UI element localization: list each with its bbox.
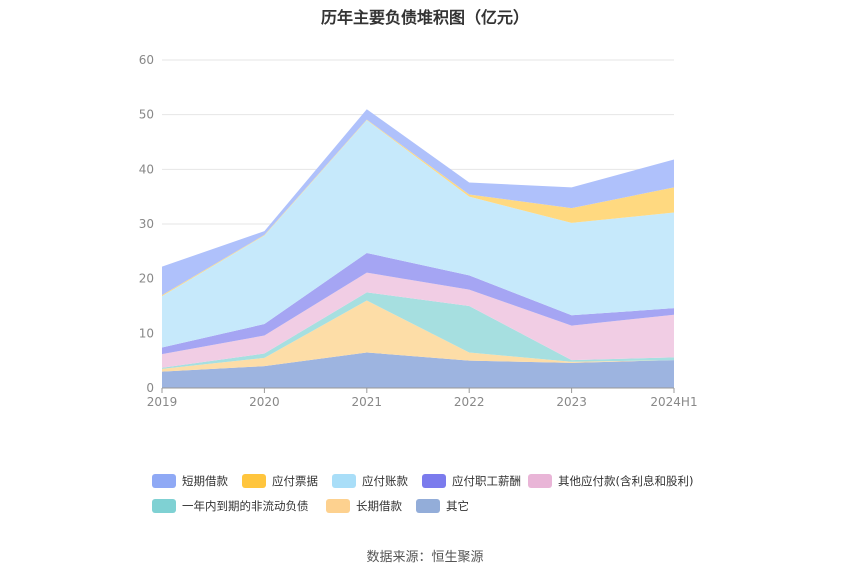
legend-item[interactable]: 一年内到期的非流动负债 xyxy=(152,498,309,514)
legend-item[interactable]: 应付账款 xyxy=(332,473,408,489)
area-series-5 xyxy=(162,120,674,348)
legend-item[interactable]: 短期借款 xyxy=(152,473,228,489)
y-tick-label: 60 xyxy=(139,53,154,67)
legend-swatch xyxy=(416,499,440,513)
legend-label: 应付账款 xyxy=(362,474,408,488)
legend-label: 长期借款 xyxy=(356,499,402,513)
x-tick-label: 2019 xyxy=(147,395,178,409)
area-series-0 xyxy=(162,352,674,388)
legend-item[interactable]: 应付票据 xyxy=(242,473,318,489)
legend-label: 一年内到期的非流动负债 xyxy=(182,499,309,513)
legend-swatch xyxy=(152,499,176,513)
area-series-7 xyxy=(162,109,674,296)
x-tick-label: 2023 xyxy=(556,395,587,409)
legend-swatch xyxy=(332,474,356,488)
area-series-2 xyxy=(162,292,674,369)
legend-label: 应付票据 xyxy=(272,474,318,488)
y-tick-label: 50 xyxy=(139,108,154,122)
y-tick-label: 20 xyxy=(139,272,154,286)
legend-swatch xyxy=(422,474,446,488)
y-tick-label: 30 xyxy=(139,217,154,231)
legend-item[interactable]: 长期借款 xyxy=(326,498,402,514)
area-series-3 xyxy=(162,272,674,368)
legend-swatch xyxy=(326,499,350,513)
area-series-4 xyxy=(162,252,674,355)
data-source: 数据来源：恒生聚源 xyxy=(366,550,484,565)
x-tick-label: 2021 xyxy=(352,395,383,409)
area-series-1 xyxy=(162,300,674,372)
y-tick-label: 0 xyxy=(146,381,154,395)
legend-label: 其他应付款(含利息和股利) xyxy=(558,474,694,488)
x-tick-label: 2024H1 xyxy=(650,395,697,409)
chart-title: 历年主要负债堆积图（亿元） xyxy=(320,8,529,27)
legend-item[interactable]: 其它 xyxy=(416,498,469,514)
x-tick-label: 2022 xyxy=(454,395,485,409)
legend-swatch xyxy=(242,474,266,488)
legend-item[interactable]: 应付职工薪酬 xyxy=(422,473,521,489)
legend-swatch xyxy=(528,474,552,488)
legend-item[interactable]: 其他应付款(含利息和股利) xyxy=(528,473,693,489)
legend-swatch xyxy=(152,474,176,488)
legend-label: 短期借款 xyxy=(182,474,228,488)
legend-label: 应付职工薪酬 xyxy=(452,474,521,488)
x-tick-label: 2020 xyxy=(249,395,280,409)
y-tick-label: 40 xyxy=(139,162,154,176)
legend-label: 其它 xyxy=(446,499,469,513)
y-tick-label: 10 xyxy=(139,326,154,340)
